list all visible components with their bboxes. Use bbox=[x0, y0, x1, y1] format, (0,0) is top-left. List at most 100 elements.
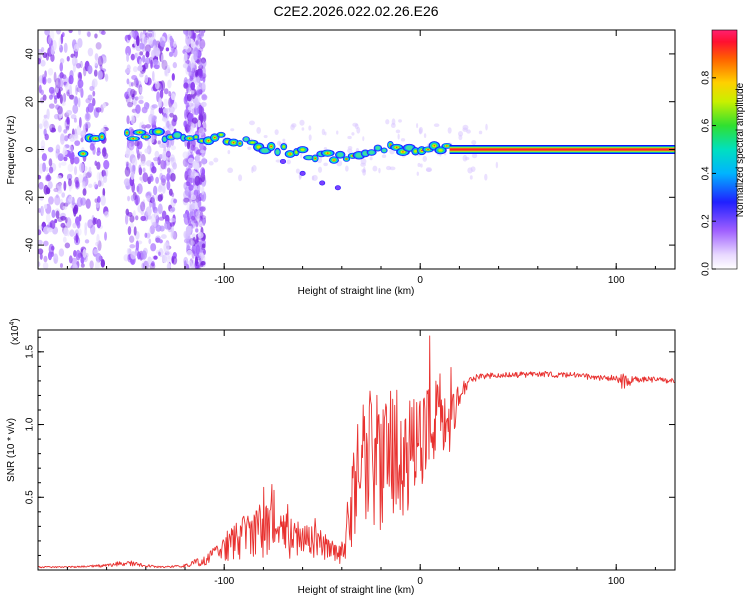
spectrogram-cell bbox=[100, 180, 104, 187]
snr-axes: -100 0 100 0.5 1.0 1.5 bbox=[25, 330, 675, 587]
spectrogram-cell bbox=[199, 142, 204, 150]
spectrogram-cell bbox=[286, 159, 291, 165]
spectrogram-cell bbox=[457, 131, 464, 137]
colorbar-tick-label: 0.4 bbox=[701, 166, 712, 180]
chart-title: C2E2.2026.022.02.26.E26 bbox=[273, 3, 438, 19]
spectrogram-cell bbox=[89, 85, 95, 91]
spectrogram-cell bbox=[86, 170, 93, 178]
spectrogram-cell bbox=[48, 36, 52, 45]
snr-ylabel: SNR (10 * v/v) bbox=[6, 418, 17, 482]
spectrogram-cell bbox=[139, 86, 143, 94]
spectrogram-cell bbox=[200, 149, 205, 154]
colorbar-tick-label: 0.8 bbox=[701, 70, 712, 84]
spectrogram-cell bbox=[48, 196, 54, 205]
spectrogram-cell bbox=[135, 240, 140, 251]
spectrogram-cell bbox=[167, 79, 172, 89]
spectrogram-cell bbox=[347, 135, 352, 140]
spectrogram-cell bbox=[145, 124, 151, 129]
spectrogram-cell bbox=[38, 163, 44, 174]
spectrogram-cell bbox=[102, 167, 109, 178]
spectrogram-cell bbox=[38, 181, 44, 190]
ridge-blob bbox=[145, 136, 147, 138]
spectrogram-cell bbox=[78, 117, 82, 128]
spectrogram-cell bbox=[84, 112, 91, 122]
spectrogram-cell bbox=[190, 81, 196, 91]
spectrogram-cell bbox=[170, 217, 176, 223]
spectrogram-cell bbox=[138, 95, 144, 100]
spectrogram-cell bbox=[196, 153, 201, 160]
spectrogram-cell bbox=[145, 60, 149, 70]
spectrogram-cell bbox=[190, 240, 195, 246]
spectrogram-cell bbox=[188, 184, 194, 191]
spectrogram-cell bbox=[172, 62, 178, 69]
spectrogram-cell bbox=[50, 45, 55, 56]
spectrogram-cell bbox=[197, 119, 201, 128]
spectrogram-cell bbox=[84, 222, 88, 231]
spectrogram-cell bbox=[82, 248, 87, 258]
spectrogram-cell bbox=[131, 182, 135, 193]
spectrogram-cell bbox=[190, 90, 195, 95]
spectrogram-cell bbox=[161, 183, 166, 194]
spectrogram-cell bbox=[63, 180, 67, 191]
spectrogram-cell bbox=[158, 251, 161, 256]
spectrogram-cell bbox=[197, 199, 202, 208]
ridge-blob bbox=[427, 148, 429, 151]
ridge-branch-blob bbox=[335, 185, 341, 190]
spectrogram-cell bbox=[126, 78, 130, 85]
spectrogram-cell bbox=[96, 147, 101, 153]
spectrogram-cell bbox=[94, 33, 98, 39]
spectrogram-cell bbox=[183, 213, 188, 219]
spectrogram-cell bbox=[94, 60, 98, 67]
spectrogram-cell bbox=[131, 75, 138, 81]
spectrogram-cell bbox=[137, 65, 143, 72]
spectrogram-cell bbox=[381, 154, 387, 158]
ridge-blob bbox=[232, 141, 235, 144]
spectrogram-cell bbox=[144, 74, 149, 84]
spectrogram-cell bbox=[82, 188, 87, 196]
spectrogram-cell bbox=[38, 225, 43, 230]
spectrogram-cell bbox=[55, 84, 59, 94]
spectrogram-cell bbox=[161, 254, 168, 264]
spectrogram-cell bbox=[95, 253, 102, 262]
spectrogram-cell bbox=[140, 201, 146, 212]
spectrogram-cell bbox=[301, 127, 305, 131]
spectrogram-cell bbox=[71, 56, 77, 67]
spectrogram-cell bbox=[150, 213, 156, 225]
spectrogram-cell bbox=[295, 168, 300, 174]
spectrogram-cell bbox=[43, 120, 49, 129]
spectrogram-cell bbox=[200, 57, 207, 64]
spectrogram-cell bbox=[53, 113, 60, 120]
spectrogram-cell bbox=[249, 120, 255, 126]
spectrogram-cell bbox=[159, 88, 164, 99]
spectrogram-cell bbox=[80, 263, 85, 268]
spectrogram-cell bbox=[336, 130, 339, 135]
spectrogram-cell bbox=[416, 123, 419, 129]
spectrogram-cell bbox=[57, 105, 63, 115]
spectrogram-cell bbox=[135, 79, 139, 89]
spectrogram-cell bbox=[70, 114, 77, 120]
spectrogram-cell bbox=[63, 42, 68, 53]
spectrogram-cell bbox=[191, 117, 198, 124]
spectrogram-cell bbox=[99, 64, 103, 71]
spectrogram-cell bbox=[132, 165, 136, 172]
colorbar-label: Normalized spectral amplitude bbox=[735, 82, 746, 217]
spectrogram-cell bbox=[208, 161, 214, 166]
spectrogram-cell bbox=[94, 260, 100, 269]
spectrogram-cell bbox=[157, 203, 163, 215]
spectrogram-cell bbox=[66, 173, 73, 181]
spectrogram-cell bbox=[190, 144, 195, 151]
spectrogram-cell bbox=[201, 243, 206, 249]
spectrogram-cell bbox=[47, 146, 54, 153]
spectrogram-cell bbox=[186, 225, 192, 237]
spectrogram-cell bbox=[38, 239, 43, 245]
spectrogram-cell bbox=[184, 109, 188, 120]
spectrogram-cell bbox=[170, 145, 177, 151]
spectrogram-cell bbox=[185, 31, 189, 37]
spectrogram-cell bbox=[50, 53, 55, 63]
spectrogram-cell bbox=[85, 198, 91, 209]
spectrogram-cell bbox=[199, 62, 203, 68]
spectrogram-cell bbox=[151, 115, 157, 125]
spectrogram-cell bbox=[69, 229, 75, 237]
spectrogram-cell bbox=[40, 139, 46, 150]
spectrogram-cell bbox=[76, 197, 83, 208]
